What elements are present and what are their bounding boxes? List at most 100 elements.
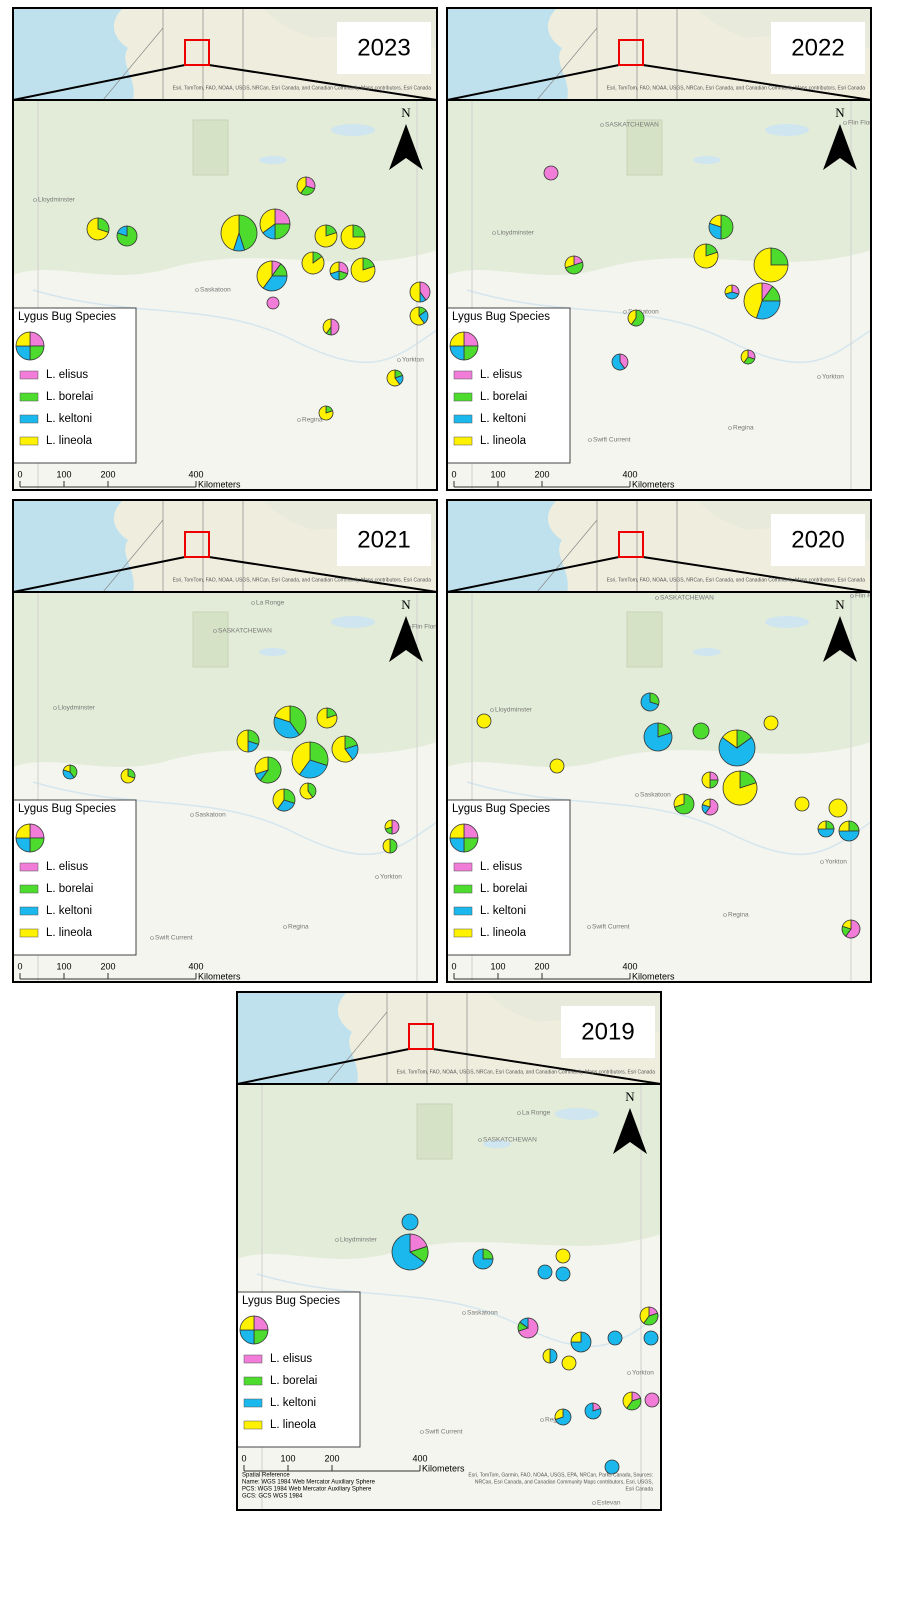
inset-attribution: Esri, TomTom, FAO, NOAA, USGS, NRCan, Es… <box>607 85 866 91</box>
pie-slice <box>298 759 328 779</box>
scale-unit: Kilometers <box>422 1463 465 1473</box>
pie-slice <box>519 1317 529 1329</box>
legend-swatch <box>453 906 473 916</box>
place-dot <box>375 875 379 879</box>
legend-label: L. lineola <box>46 435 93 447</box>
inset-attribution: Esri, TomTom, FAO, NOAA, USGS, NRCan, Es… <box>397 1069 656 1075</box>
north-arrow <box>389 124 423 170</box>
place-label: Lloydminster <box>497 230 535 237</box>
scale-tick-label: 0 <box>451 961 456 971</box>
legend-label: L. elisus <box>46 861 88 873</box>
inset-attribution: Esri, TomTom, FAO, NOAA, USGS, NRCan, Es… <box>173 85 432 91</box>
place-dot <box>820 860 824 864</box>
pie-slice <box>828 798 848 818</box>
year-label: 2019 <box>581 1018 634 1045</box>
pie-slice <box>549 1348 558 1364</box>
pie-slice <box>116 225 138 247</box>
pie-slice <box>644 1392 660 1408</box>
legend-label: L. lineola <box>46 927 93 939</box>
legend-swatch <box>453 414 473 424</box>
pie-slice <box>570 1331 582 1343</box>
legend-swatch <box>243 1420 263 1430</box>
lake <box>331 124 375 136</box>
year-box <box>771 22 865 74</box>
legend-swatch <box>453 392 473 402</box>
legend-swatch <box>453 928 473 938</box>
lake <box>483 1140 511 1148</box>
inset-provinces <box>326 992 468 1085</box>
pie-slice <box>220 214 240 251</box>
river <box>466 289 871 364</box>
place-dot <box>723 913 727 917</box>
pie-slice <box>643 722 673 752</box>
pie-slice <box>709 214 722 228</box>
pie-slice <box>701 798 711 808</box>
park <box>626 611 663 668</box>
year-label: 2023 <box>357 34 410 61</box>
legend-label: L. borelai <box>270 1375 317 1387</box>
pie-slice <box>841 919 852 930</box>
north-arrow <box>613 1108 647 1154</box>
north-arrow <box>389 616 423 662</box>
inset-provinces <box>102 500 244 593</box>
place-label: Lloydminster <box>38 197 76 204</box>
scale-tick-label: 400 <box>622 961 637 971</box>
pie-slice <box>724 284 733 295</box>
inset-provinces <box>102 8 244 101</box>
legend-swatch <box>19 884 39 894</box>
legend-swatch <box>243 1398 263 1408</box>
pie-slice <box>322 318 332 335</box>
zoom-lines <box>13 64 437 101</box>
place-label: Swift Current <box>593 437 631 444</box>
pie-slice <box>266 296 280 310</box>
pie-slice <box>120 768 136 784</box>
pie-slice <box>692 722 710 740</box>
spatial-reference: PCS: WGS 1984 Web Mercator Auxiliary Sph… <box>242 1487 372 1493</box>
place-dot <box>213 629 217 633</box>
place-dot <box>190 813 194 817</box>
panel-frame <box>12 7 438 491</box>
year-box <box>771 514 865 566</box>
pie-slice <box>391 1233 426 1271</box>
inset-attribution: Esri, TomTom, FAO, NOAA, USGS, NRCan, Es… <box>173 577 432 583</box>
place-dot <box>150 936 154 940</box>
north-label: N <box>625 1089 635 1104</box>
legend-label: L. keltoni <box>270 1397 316 1409</box>
park <box>416 1103 453 1160</box>
place-dot <box>283 925 287 929</box>
pie-slice <box>555 1266 571 1282</box>
legend-swatch <box>453 436 473 446</box>
year-label: 2022 <box>791 34 844 61</box>
north-label: N <box>835 597 845 612</box>
inset-extent <box>618 39 644 66</box>
scale-tick-label: 200 <box>100 469 115 479</box>
legend-swatch <box>243 1354 263 1364</box>
year-box <box>561 1006 655 1058</box>
scale-tick-label: 400 <box>188 961 203 971</box>
scale-tick-label: 200 <box>324 1453 339 1463</box>
legend-label: L. elisus <box>270 1353 312 1365</box>
scale-tick-label: 100 <box>490 961 505 971</box>
legend-label: L. borelai <box>480 391 527 403</box>
pie-slice <box>627 309 637 326</box>
place-label: Lloydminster <box>340 1237 378 1244</box>
scale-tick-label: 0 <box>241 1453 246 1463</box>
legend-swatch <box>243 1376 263 1386</box>
pie-slice <box>718 736 756 767</box>
scale-tick-label: 0 <box>17 469 22 479</box>
legend-label: L. lineola <box>270 1419 317 1431</box>
spatial-reference: GCS: GCS WGS 1984 <box>242 1494 303 1500</box>
place-dot <box>397 358 401 362</box>
lake <box>555 1108 599 1120</box>
panel-frame <box>236 991 662 1511</box>
pie-slice <box>350 257 376 283</box>
pie-slice <box>273 716 300 739</box>
pie-slice <box>845 919 861 939</box>
pie-slice <box>817 820 827 830</box>
forest <box>237 1084 661 1259</box>
pie-slice <box>299 782 314 800</box>
legend-title: Lygus Bug Species <box>242 1295 340 1307</box>
legend-swatch <box>19 906 39 916</box>
inset-extent <box>184 39 210 66</box>
panel-frame <box>12 499 438 983</box>
